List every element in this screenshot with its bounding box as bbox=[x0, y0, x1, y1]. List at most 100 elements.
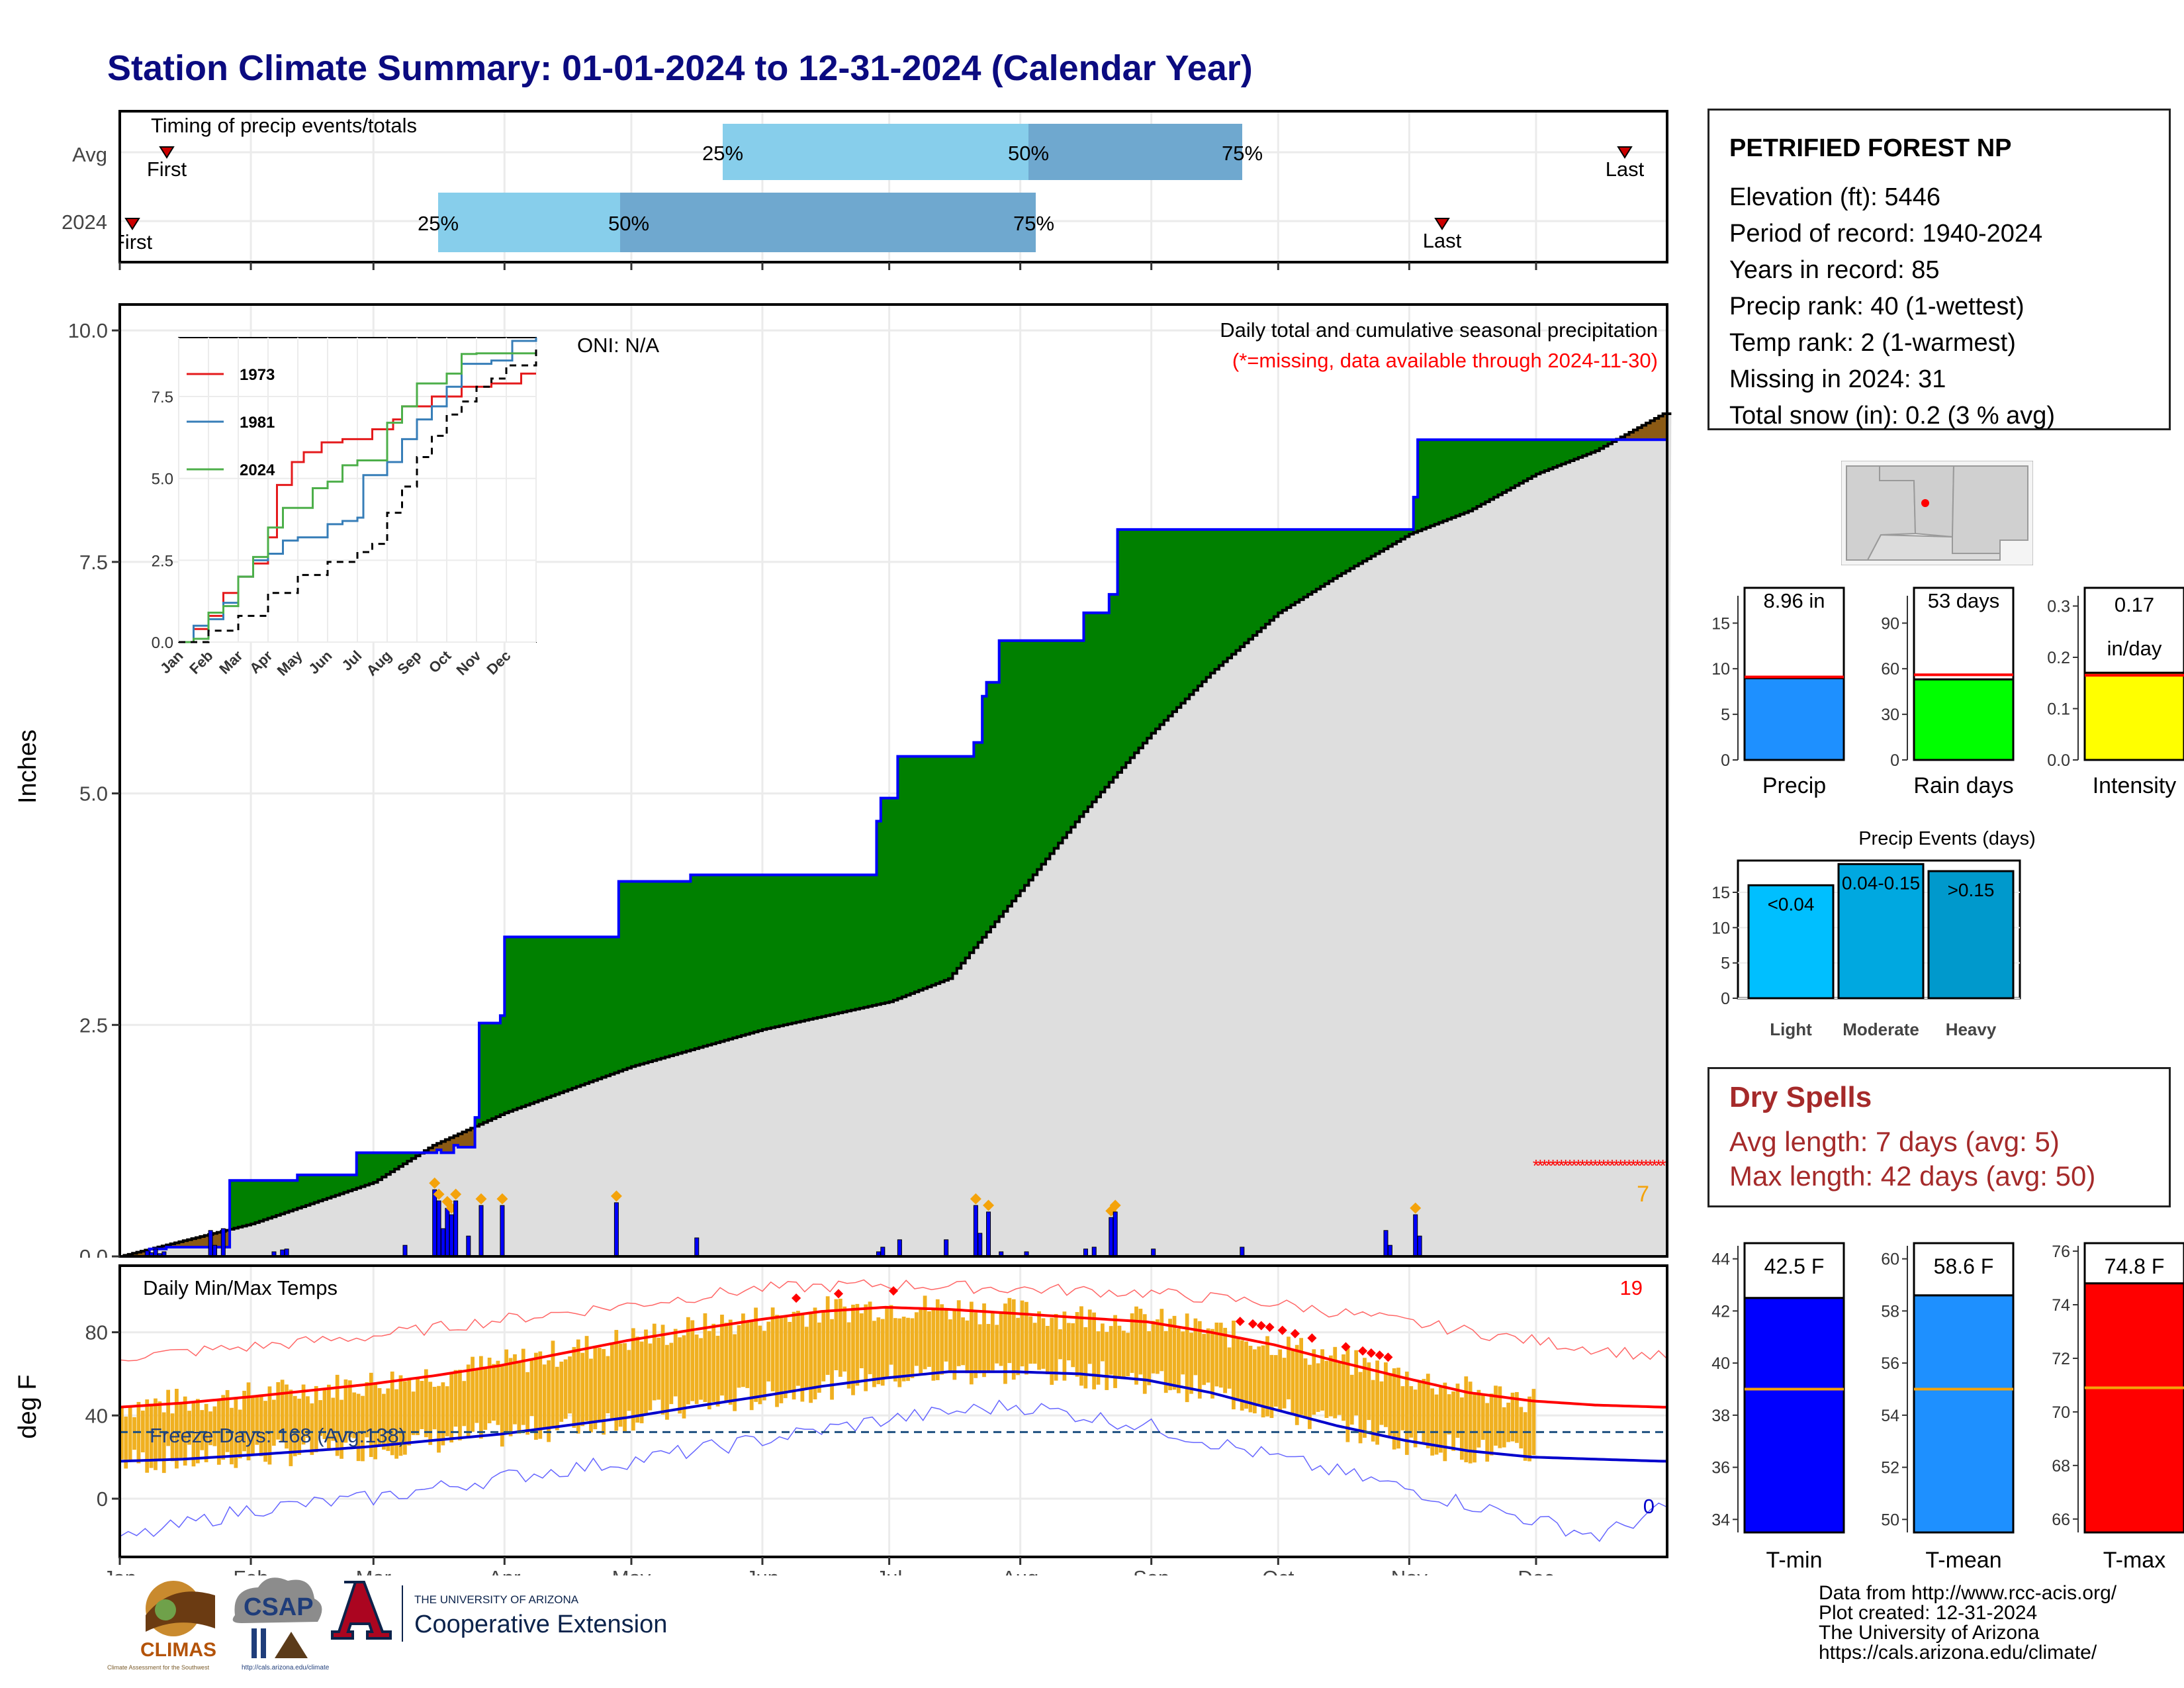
daily-temp-bar bbox=[724, 1323, 729, 1401]
daily-temp-bar bbox=[407, 1378, 412, 1446]
cumulative-diff-bar bbox=[1654, 418, 1659, 440]
cumulative-diff-bar bbox=[1473, 440, 1478, 509]
tbar-label: T-min bbox=[1766, 1548, 1823, 1573]
cumulative-diff-bar bbox=[1379, 529, 1385, 551]
cumulative-diff-bar bbox=[343, 1174, 349, 1193]
daily-temp-bar bbox=[1126, 1333, 1130, 1377]
cumulative-diff-bar bbox=[280, 1180, 285, 1214]
avg-box-50-75 bbox=[1028, 124, 1242, 180]
cumulative-diff-bar bbox=[1333, 529, 1338, 579]
tbar-label: T-max bbox=[2103, 1548, 2165, 1573]
daily-temp-bar bbox=[500, 1366, 504, 1447]
daily-temp-bar bbox=[1320, 1349, 1324, 1411]
mini-tick-label: 15 bbox=[1711, 614, 1730, 633]
cumulative-diff-bar bbox=[212, 1233, 218, 1248]
missing-data-marker: * bbox=[1584, 1156, 1590, 1176]
month-label: May bbox=[612, 1566, 651, 1575]
daily-temp-bar bbox=[923, 1295, 927, 1370]
mini-bar-label-box bbox=[2083, 586, 2184, 674]
daily-temp-bar bbox=[437, 1385, 441, 1453]
cumulative-diff-bar bbox=[1244, 529, 1250, 643]
missing-data-marker: * bbox=[1655, 1156, 1662, 1176]
cumulative-diff-bar bbox=[1210, 529, 1216, 673]
missing-data-marker: * bbox=[1592, 1156, 1598, 1176]
daily-temp-bar bbox=[1291, 1350, 1295, 1414]
daily-temp-bar bbox=[1515, 1391, 1519, 1443]
daily-temp-bar bbox=[665, 1344, 669, 1420]
daily-temp-bar bbox=[1396, 1368, 1400, 1449]
missing-data-marker: * bbox=[1600, 1156, 1607, 1176]
cumulative-diff-bar bbox=[340, 1174, 345, 1194]
daily-temp-bar bbox=[1185, 1313, 1189, 1403]
temp-summary-bars: 34 36 38 40 42 44 42.5 F T-min 50 52 54 56 58 60 58.6 … bbox=[1711, 1242, 2184, 1573]
event-category-label: Light bbox=[1770, 1019, 1812, 1039]
tbar-tick-label: 54 bbox=[1881, 1407, 1899, 1425]
cold-count: 0 bbox=[1643, 1495, 1655, 1518]
climas-globe bbox=[155, 1599, 176, 1620]
inset-month-label: Aug bbox=[363, 647, 395, 679]
daily-temp-bar bbox=[356, 1393, 361, 1462]
daily-temp-bar bbox=[466, 1364, 471, 1438]
inset-legend: 1973 1981 2024 bbox=[187, 366, 275, 479]
daily-temp-bar bbox=[1409, 1386, 1414, 1438]
mini-tick-label: 0 bbox=[1721, 751, 1730, 770]
cumulative-diff-bar bbox=[580, 937, 586, 1086]
cumulative-diff-bar bbox=[1236, 529, 1241, 651]
cumulative-diff-bar bbox=[216, 1232, 222, 1248]
cumulative-diff-bar bbox=[1163, 529, 1169, 721]
daily-temp-bar bbox=[289, 1389, 293, 1466]
missing-data-marker: * bbox=[1549, 1156, 1556, 1176]
missing-data-marker: * bbox=[1533, 1156, 1539, 1176]
daily-temp-bar bbox=[893, 1318, 897, 1382]
csap-wordmark: CSAP bbox=[244, 1593, 314, 1621]
ua-big-text: Cooperative Extension bbox=[414, 1611, 667, 1638]
daily-temp-bar bbox=[402, 1381, 407, 1455]
events-title: Precip Events (days) bbox=[1858, 828, 2036, 849]
cumulative-diff-bar bbox=[1582, 440, 1588, 456]
daily-temp-bar bbox=[191, 1402, 196, 1467]
daily-temp-bar bbox=[352, 1392, 357, 1438]
station-missing: Missing in 2024: 31 bbox=[1729, 365, 1946, 393]
daily-temp-bar bbox=[301, 1384, 306, 1445]
cumulative-diff-bar bbox=[1396, 529, 1402, 542]
cumulative-diff-bar bbox=[289, 1180, 294, 1211]
cumulative-diff-bar bbox=[623, 881, 628, 1070]
daily-temp-bar bbox=[1312, 1349, 1316, 1415]
daily-temp-bar bbox=[394, 1389, 398, 1459]
cumulative-diff-bar bbox=[1079, 640, 1085, 817]
mini-value-text: 0.17 bbox=[2115, 593, 2154, 616]
cumulative-diff-bar bbox=[1662, 414, 1668, 440]
cumulative-diff-bar bbox=[1032, 640, 1038, 875]
daily-temp-bar bbox=[775, 1315, 779, 1407]
cumulative-diff-bar bbox=[631, 881, 636, 1067]
cumulative-diff-bar bbox=[1345, 529, 1351, 571]
cumulative-diff-bar bbox=[432, 1145, 437, 1153]
daily-temp-bar bbox=[471, 1356, 475, 1432]
daily-temp-bar bbox=[1024, 1301, 1028, 1375]
daily-temp-bar bbox=[1176, 1328, 1181, 1393]
daily-temp-bar bbox=[838, 1298, 842, 1377]
climas-logo: CLIMAS Climate Assessment for the Southw… bbox=[107, 1581, 216, 1671]
daily-temp-bar bbox=[1459, 1397, 1464, 1460]
daily-temp-bar bbox=[876, 1317, 881, 1385]
daily-temp-bar bbox=[1299, 1338, 1303, 1415]
cumulative-diff-bar bbox=[1240, 529, 1245, 647]
cumulative-diff-bar bbox=[1016, 640, 1021, 896]
avg-first-label: First bbox=[147, 158, 187, 181]
daily-temp-bar bbox=[703, 1313, 707, 1402]
event-bar-heavy bbox=[1927, 870, 2015, 1000]
daily-temp-bar bbox=[1214, 1322, 1219, 1387]
tbar-tick-label: 70 bbox=[2052, 1403, 2070, 1422]
daily-temp-bar bbox=[462, 1381, 467, 1427]
daily-temp-bar bbox=[377, 1387, 382, 1446]
cumulative-diff-bar bbox=[602, 937, 607, 1078]
daily-temp-bar bbox=[1181, 1331, 1185, 1375]
daily-temp-bar bbox=[944, 1309, 948, 1362]
daily-temp-bar bbox=[1244, 1341, 1248, 1409]
daily-temp-bar bbox=[1324, 1360, 1329, 1419]
missing-data-marker: * bbox=[1630, 1156, 1637, 1176]
cumulative-diff-bar bbox=[639, 881, 645, 1064]
daily-temp-bar bbox=[373, 1382, 378, 1460]
cumulative-diff-bar bbox=[1037, 640, 1042, 870]
heavy-event-marker bbox=[610, 1190, 622, 1202]
